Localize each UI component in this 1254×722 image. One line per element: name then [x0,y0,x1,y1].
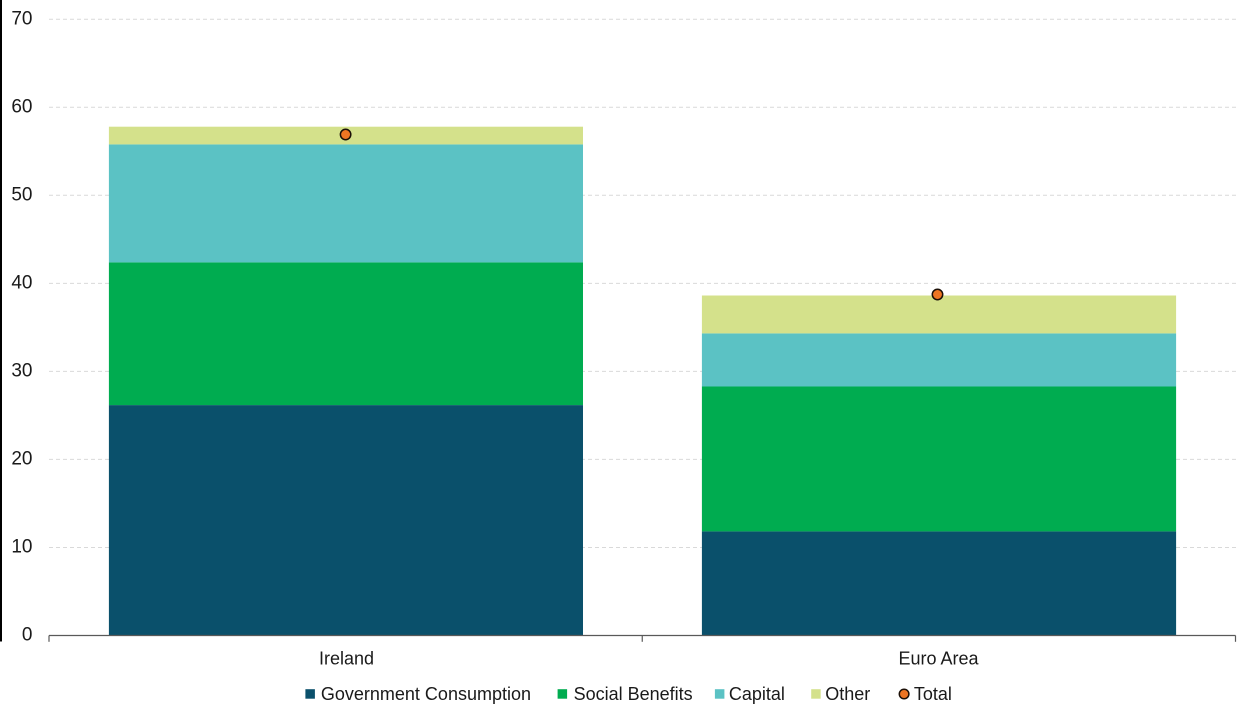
svg-text:20: 20 [11,449,32,470]
svg-text:30: 30 [11,361,32,382]
svg-text:Other: Other [825,684,870,704]
svg-text:70: 70 [11,8,32,29]
svg-text:Social Benefits: Social Benefits [574,684,693,704]
svg-text:0: 0 [22,625,33,646]
svg-text:Government Consumption: Government Consumption [321,684,531,704]
svg-text:Total: Total [914,684,952,704]
svg-text:50: 50 [11,185,32,206]
svg-text:Capital: Capital [729,684,785,704]
svg-text:10: 10 [11,537,32,558]
svg-text:60: 60 [11,97,32,118]
svg-text:Ireland: Ireland [319,649,374,669]
svg-text:40: 40 [11,273,32,294]
svg-text:Euro Area: Euro Area [898,649,979,669]
